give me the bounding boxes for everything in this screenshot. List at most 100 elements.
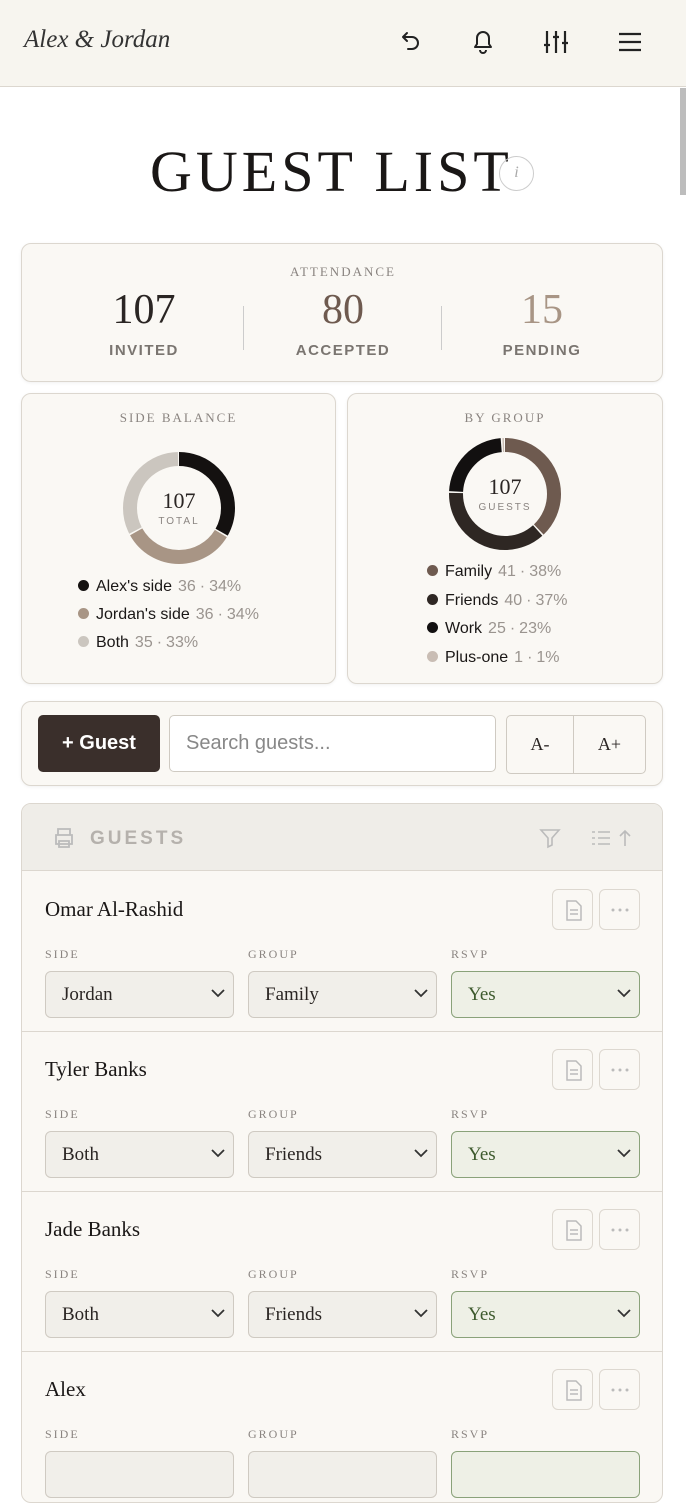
legend-count: 35 [134, 634, 153, 651]
logo[interactable]: Alex & Jordan [24, 26, 171, 53]
attendance-label: ATTENDANCE [290, 264, 396, 279]
guest-list: GUESTS Omar Al-Rashid SIDE Jordan GROUP Fami… [21, 803, 663, 1503]
select[interactable]: Both [45, 1291, 234, 1338]
note-icon [566, 1060, 582, 1081]
chevron [211, 1309, 225, 1318]
donut-total: 107 [488, 474, 522, 499]
legend-dot [427, 622, 438, 633]
donut-segment [449, 438, 561, 550]
legend-dot [427, 650, 438, 662]
legend-name: Both [96, 634, 129, 651]
field-label: GROUP [248, 1267, 299, 1281]
select[interactable]: Both [45, 1131, 234, 1178]
guest-name: Tyler Banks [45, 1057, 147, 1081]
more-icon [611, 1388, 629, 1392]
legend-count: 40 [504, 591, 523, 609]
more-icon [611, 1068, 629, 1072]
search-input[interactable]: Search guests... [169, 715, 496, 772]
donut-segment [123, 452, 235, 564]
select[interactable] [451, 1451, 640, 1498]
field-label: RSVP [451, 1267, 490, 1281]
chevron [617, 1149, 631, 1158]
legend-name: Work [445, 620, 483, 637]
chevron [414, 1309, 428, 1318]
guest-row: Tyler Banks SIDE Both GROUP Friends RSVP Yes [22, 1032, 662, 1192]
note-button[interactable] [552, 1049, 593, 1090]
bell-icon[interactable] [469, 27, 497, 57]
info-button[interactable]: i [499, 156, 534, 191]
legend-share: 38% [529, 563, 562, 580]
select[interactable] [248, 1451, 437, 1498]
add-guest-button[interactable]: + Guest [38, 715, 160, 772]
stat-label: ACCEPTED [295, 342, 391, 359]
note-icon [566, 1380, 582, 1401]
chevron [617, 1309, 631, 1318]
guest-name: Omar Al-Rashid [45, 897, 184, 921]
chevron [211, 989, 225, 998]
select-value: Both [62, 1144, 99, 1165]
note-button[interactable] [552, 1369, 593, 1410]
legend-dot [78, 636, 89, 647]
field-label: SIDE [45, 1267, 80, 1281]
more-button[interactable] [599, 889, 640, 930]
legend-share: 34% [226, 606, 259, 623]
font-smaller-button[interactable]: A- [506, 715, 574, 774]
note-icon [566, 1220, 582, 1241]
donut-chart [449, 438, 561, 550]
select[interactable]: Jordan [45, 971, 234, 1018]
legend-dot [427, 593, 438, 605]
select-value: Friends [265, 1304, 322, 1325]
list-title: GUESTS [90, 828, 187, 849]
note-button[interactable] [552, 1209, 593, 1250]
guest-name: Alex [45, 1377, 86, 1401]
stat-value: 15 [521, 287, 563, 333]
print-icon[interactable] [52, 827, 76, 849]
select[interactable]: Yes [451, 971, 640, 1018]
legend-share: 23% [519, 620, 552, 637]
select[interactable]: Family [248, 971, 437, 1018]
select[interactable]: Friends [248, 1131, 437, 1178]
chevron [617, 989, 631, 998]
donut-segment [449, 438, 561, 550]
filter-icon[interactable] [538, 826, 562, 850]
legend-count: 36 [195, 606, 214, 623]
undo-icon[interactable] [396, 28, 424, 56]
font-larger-button[interactable]: A+ [573, 715, 646, 774]
legend-item: Family 41 · 38% [427, 563, 561, 581]
legend-share: 33% [166, 634, 199, 651]
guest-name: Jade Banks [45, 1217, 141, 1241]
settings-icon[interactable] [542, 28, 570, 56]
field-label: RSVP [451, 947, 490, 961]
select-value: Yes [468, 1304, 496, 1325]
field-label: SIDE [45, 947, 80, 961]
legend-separator: · [526, 591, 532, 609]
legend-item: Friends 40 · 37% [427, 592, 568, 610]
select[interactable]: Yes [451, 1291, 640, 1338]
note-button[interactable] [552, 889, 593, 930]
legend-share: 34% [209, 578, 242, 595]
chevron [211, 1149, 225, 1158]
select[interactable] [45, 1451, 234, 1498]
stat-label: INVITED [109, 342, 179, 359]
more-button[interactable] [599, 1369, 640, 1410]
legend-separator: · [156, 634, 163, 651]
select-value: Friends [265, 1144, 322, 1165]
field-label: GROUP [248, 947, 299, 961]
more-button[interactable] [599, 1049, 640, 1090]
donut-chart [123, 452, 235, 564]
by-group-card: BY GROUP 107 GUESTS Family 41 · 38% Friends 40 · 3… [347, 393, 663, 684]
legend-dot [427, 565, 438, 576]
legend-item: Alex's side 36 · 34% [78, 578, 241, 596]
menu-icon[interactable] [617, 30, 643, 54]
legend-dot [78, 608, 89, 619]
page-title: GUEST LIST [150, 139, 513, 204]
list-header: GUESTS [22, 804, 662, 871]
legend-count: 41 [498, 563, 516, 580]
select-value: Both [62, 1304, 99, 1325]
legend-count: 1 [514, 648, 524, 666]
sort-icon[interactable] [590, 828, 634, 848]
select[interactable]: Yes [451, 1131, 640, 1178]
select[interactable]: Friends [248, 1291, 437, 1338]
legend-item: Work 25 · 23% [427, 620, 551, 638]
more-button[interactable] [599, 1209, 640, 1250]
